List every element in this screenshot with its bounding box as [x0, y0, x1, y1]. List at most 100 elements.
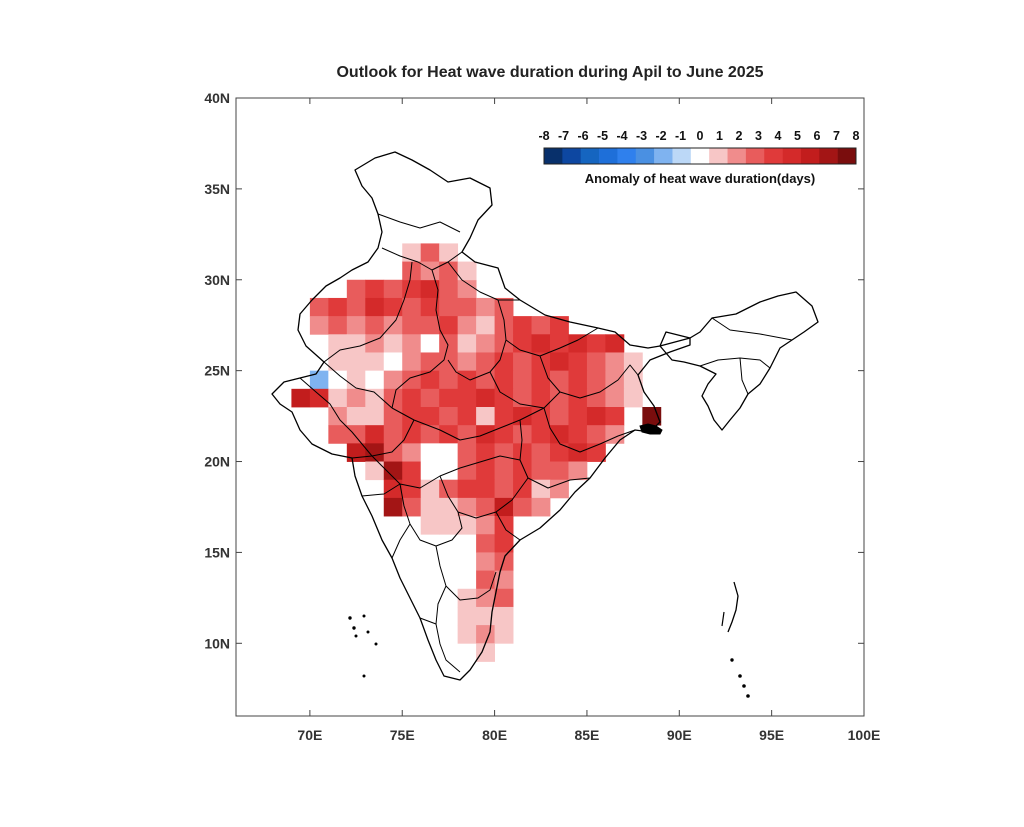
colorbar-swatch	[782, 148, 802, 164]
plot-frame	[235, 97, 865, 717]
grid-cell	[605, 388, 625, 408]
grid-cell	[346, 316, 366, 335]
grid-cell	[402, 461, 422, 481]
grid-cell	[420, 443, 440, 462]
grid-cell	[383, 497, 403, 517]
grid-cell	[476, 443, 495, 462]
grid-cell	[383, 352, 403, 372]
grid-cell	[531, 352, 551, 372]
colorbar-swatch	[837, 148, 857, 164]
colorbar-tick-label: -4	[616, 129, 627, 143]
grid-cell	[309, 370, 329, 390]
grid-cell	[531, 443, 551, 462]
grid-cell	[383, 279, 403, 299]
grid-cell	[494, 534, 514, 553]
grid-cell	[309, 316, 329, 335]
grid-cell	[457, 588, 477, 608]
colorbar-swatch	[672, 148, 692, 164]
grid-cell	[476, 334, 495, 353]
y-tick-label: 25N	[204, 363, 230, 379]
grid-cell	[346, 388, 366, 408]
grid-cell	[420, 316, 440, 335]
grid-cell	[402, 316, 422, 335]
grid-cell	[457, 316, 477, 335]
grid-cell	[291, 388, 311, 408]
grid-cell	[420, 297, 440, 317]
grid-cell	[550, 443, 569, 462]
colorbar: -8 -7 -6 -5 -4 -3 -2 -1 0 1 2 3 4 5 6 7 8 Anomaly of hea…	[538, 129, 859, 186]
grid-cell	[420, 352, 440, 372]
y-tick-label: 35N	[204, 181, 230, 197]
grid-cell	[531, 461, 551, 481]
grid-cell	[494, 297, 514, 317]
colorbar-tick-label: 1	[716, 129, 723, 143]
grid-cell	[365, 316, 385, 335]
grid-cell	[457, 497, 477, 517]
grid-cell	[383, 388, 403, 408]
state-borders	[299, 213, 639, 673]
grid-cell	[383, 334, 403, 353]
grid-cell	[420, 334, 440, 353]
grid-cell	[586, 388, 606, 408]
grid-cell	[328, 388, 348, 408]
grid-cell	[346, 407, 366, 426]
colorbar-tick-label: 2	[736, 129, 743, 143]
grid-cell	[365, 370, 385, 390]
grid-cell	[550, 407, 569, 426]
grid-cell	[494, 552, 514, 571]
colorbar-swatch	[544, 148, 563, 164]
grid-cell	[402, 370, 422, 390]
grid-cell	[439, 279, 459, 299]
grid-cell	[365, 297, 385, 317]
x-tick-label: 75E	[390, 727, 415, 743]
grid-cell	[513, 461, 532, 481]
grid-cell	[531, 497, 551, 517]
grid-cell	[494, 606, 514, 626]
grid-cell	[439, 370, 459, 390]
colorbar-frame	[543, 147, 857, 165]
colorbar-swatch	[819, 148, 838, 164]
grid-cell	[568, 407, 588, 426]
grid-cell	[346, 370, 366, 390]
x-tick-label: 90E	[667, 727, 692, 743]
grid-cell	[439, 261, 459, 281]
grid-cell	[513, 334, 532, 353]
grid-cell	[309, 388, 329, 408]
grid-cell	[550, 334, 569, 353]
grid-cell	[402, 261, 422, 281]
grid-cell	[494, 516, 514, 535]
colorbar-tick-label: -3	[636, 129, 647, 143]
grid-cell	[605, 334, 625, 353]
colorbar-swatch	[635, 148, 655, 164]
grid-cell	[439, 461, 459, 481]
grid-cell	[365, 425, 385, 444]
grid-cell	[531, 370, 551, 390]
grid-cell	[420, 243, 440, 262]
grid-cell	[383, 407, 403, 426]
grid-cell	[402, 243, 422, 262]
grid-cell	[494, 316, 514, 335]
grid-cell	[476, 297, 495, 317]
x-tick-label: 80E	[482, 727, 507, 743]
grid-cell	[550, 425, 569, 444]
colorbar-tick-label: 3	[755, 129, 762, 143]
northeast-outline	[659, 291, 819, 431]
colorbar-swatch	[580, 148, 600, 164]
grid-cell	[420, 497, 440, 517]
anomaly-grid	[291, 243, 662, 662]
grid-cell	[457, 352, 477, 372]
y-tick-label: 15N	[204, 544, 230, 560]
grid-cell	[328, 425, 348, 444]
grid-cell	[457, 334, 477, 353]
grid-cell	[476, 479, 495, 499]
grid-cell	[365, 334, 385, 353]
colorbar-tick-label: 0	[697, 129, 704, 143]
grid-cell	[476, 388, 495, 408]
grid-cell	[328, 370, 348, 390]
grid-cell	[476, 316, 495, 335]
grid-cell	[513, 407, 532, 426]
grid-cell	[568, 334, 588, 353]
grid-cell	[439, 388, 459, 408]
colorbar-tick-label: 8	[853, 129, 860, 143]
grid-cell	[513, 370, 532, 390]
